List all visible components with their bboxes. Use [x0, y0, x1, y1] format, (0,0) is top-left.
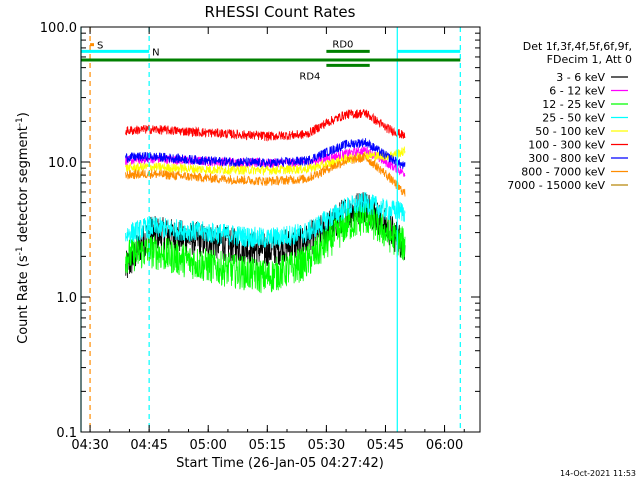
x-axis-label: Start Time (26-Jan-05 04:27:42)	[176, 456, 384, 471]
state-label-n: N	[152, 47, 159, 58]
x-axis-ticks: 04:30 04:45 05:00 05:15 05:30 05:45 06:00	[71, 27, 465, 453]
y-axis-ticks: 0.1 1.0 10.0 100.0	[40, 21, 480, 441]
legend-header-line1: Det 1f,3f,4f,5f,6f,9f,	[523, 40, 632, 53]
legend-label-12-25-kev: 12 - 25 keV	[542, 98, 605, 111]
legend-header-line2: FDecim 1, Att 0	[547, 53, 632, 66]
y-axis-label-part2: detector segment	[16, 126, 31, 246]
footer-timestamp: 14-Oct-2021 11:53	[560, 469, 636, 478]
series-layer	[125, 109, 406, 294]
vlines-layer	[80, 27, 461, 432]
y-axis-label-sup1: -1	[15, 246, 25, 255]
y-axis-label-part1: Count Rate (s	[16, 255, 31, 344]
y-tick-label-100-0: 100.0	[40, 21, 77, 36]
bars-layer: S N RD0 RD4	[81, 39, 461, 82]
x-tick-label-04-45: 04:45	[130, 438, 167, 453]
x-tick-label-04-30: 04:30	[71, 438, 108, 453]
y-tick-label-1-0: 1.0	[56, 291, 77, 306]
state-label-rd0: RD0	[332, 39, 353, 50]
x-tick-label-05-45: 05:45	[367, 438, 404, 453]
chart-title: RHESSI Count Rates	[205, 3, 356, 21]
legend-label-25-50-kev: 25 - 50 keV	[542, 112, 605, 125]
series-3-6-kev	[125, 192, 406, 279]
legend-label-7000-15000-kev: 7000 - 15000 keV	[507, 179, 605, 192]
state-label-s: S	[97, 41, 103, 52]
legend-label-6-12-kev: 6 - 12 keV	[549, 85, 605, 98]
legend-label-800-7000-kev: 800 - 7000 keV	[521, 166, 605, 179]
series-100-300-kev	[125, 109, 406, 142]
y-tick-label-0-1: 0.1	[56, 426, 77, 441]
x-tick-label-06-00: 06:00	[426, 438, 463, 453]
x-tick-label-05-30: 05:30	[308, 438, 345, 453]
legend-label-50-100-kev: 50 - 100 keV	[535, 125, 605, 138]
series-300-800-kev	[125, 138, 406, 169]
x-tick-label-05-00: 05:00	[189, 438, 226, 453]
series-12-25-kev	[125, 202, 406, 294]
legend: Det 1f,3f,4f,5f,6f,9f, FDecim 1, Att 0 3…	[507, 40, 632, 192]
legend-label-100-300-kev: 100 - 300 keV	[528, 139, 605, 152]
y-axis-label-sup2: -1	[15, 117, 25, 126]
series-25-50-kev	[125, 191, 406, 249]
state-label-rd4: RD4	[299, 71, 320, 82]
series-800-7000-kev	[125, 152, 406, 197]
x-tick-label-05-15: 05:15	[249, 438, 286, 453]
plot-frame	[80, 26, 481, 433]
y-axis-label: Count Rate (s-1 detector segment-1)	[15, 112, 31, 344]
legend-label-3-6-kev: 3 - 6 keV	[556, 71, 605, 84]
legend-label-300-800-kev: 300 - 800 keV	[528, 152, 605, 165]
y-axis-label-part3: )	[16, 112, 31, 117]
y-tick-label-10-0: 10.0	[48, 156, 77, 171]
